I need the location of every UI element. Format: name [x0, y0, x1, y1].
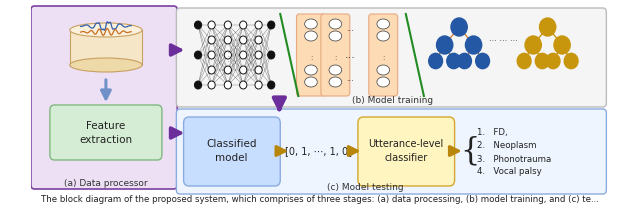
Text: (c) Model testing: (c) Model testing: [327, 184, 403, 192]
Text: [0, 1, ⋯, 1, 0]: [0, 1, ⋯, 1, 0]: [285, 146, 352, 156]
Text: ...: ...: [346, 74, 354, 82]
Circle shape: [195, 81, 202, 89]
Circle shape: [239, 66, 247, 74]
Text: Feature
extraction: Feature extraction: [79, 121, 132, 145]
Circle shape: [208, 36, 215, 44]
Ellipse shape: [329, 77, 342, 87]
Circle shape: [255, 36, 262, 44]
FancyBboxPatch shape: [184, 117, 280, 186]
Circle shape: [268, 81, 275, 89]
Ellipse shape: [377, 19, 390, 29]
FancyBboxPatch shape: [296, 14, 325, 96]
Ellipse shape: [70, 58, 142, 72]
Circle shape: [208, 21, 215, 29]
Circle shape: [447, 53, 461, 69]
Ellipse shape: [329, 31, 342, 41]
Circle shape: [546, 53, 560, 69]
Text: :: :: [310, 55, 312, 61]
Circle shape: [208, 51, 215, 59]
Circle shape: [436, 36, 452, 54]
Circle shape: [224, 36, 232, 44]
Circle shape: [224, 51, 232, 59]
Circle shape: [255, 21, 262, 29]
Circle shape: [540, 18, 556, 36]
Circle shape: [525, 36, 541, 54]
Circle shape: [268, 21, 275, 29]
Circle shape: [239, 21, 247, 29]
Circle shape: [465, 36, 482, 54]
Circle shape: [268, 51, 275, 59]
Ellipse shape: [329, 19, 342, 29]
Circle shape: [554, 36, 570, 54]
FancyBboxPatch shape: [177, 109, 606, 194]
Circle shape: [195, 21, 202, 29]
Circle shape: [535, 53, 549, 69]
Circle shape: [458, 53, 472, 69]
Circle shape: [564, 53, 578, 69]
Text: 3.   Phonotrauma: 3. Phonotrauma: [477, 154, 552, 164]
Circle shape: [255, 81, 262, 89]
Ellipse shape: [329, 65, 342, 75]
FancyBboxPatch shape: [177, 8, 606, 107]
Text: Classified
model: Classified model: [206, 139, 257, 163]
Text: The block diagram of the proposed system, which comprises of three stages: (a) d: The block diagram of the proposed system…: [41, 195, 599, 205]
Circle shape: [451, 18, 467, 36]
Circle shape: [255, 66, 262, 74]
Text: Utterance-level
classifier: Utterance-level classifier: [368, 139, 444, 163]
Text: ... ... ...: ... ... ...: [489, 34, 518, 42]
Text: ...: ...: [344, 50, 355, 60]
Text: :: :: [334, 55, 337, 61]
Ellipse shape: [70, 23, 142, 37]
Circle shape: [224, 81, 232, 89]
Text: {: {: [460, 136, 479, 166]
Circle shape: [255, 51, 262, 59]
Text: ·
·
·: · · ·: [227, 50, 228, 64]
Ellipse shape: [305, 19, 317, 29]
Circle shape: [224, 21, 232, 29]
FancyBboxPatch shape: [50, 105, 162, 160]
Ellipse shape: [377, 65, 390, 75]
FancyBboxPatch shape: [31, 6, 177, 189]
Circle shape: [239, 36, 247, 44]
Text: ...: ...: [346, 23, 354, 33]
FancyBboxPatch shape: [358, 117, 454, 186]
Circle shape: [208, 81, 215, 89]
FancyBboxPatch shape: [369, 14, 397, 96]
Ellipse shape: [305, 31, 317, 41]
Ellipse shape: [377, 31, 390, 41]
Text: (a) Data processor: (a) Data processor: [64, 179, 148, 187]
Circle shape: [195, 51, 202, 59]
Text: 2.   Neoplasm: 2. Neoplasm: [477, 142, 537, 151]
Text: (b) Model training: (b) Model training: [352, 96, 433, 104]
Circle shape: [239, 81, 247, 89]
Circle shape: [208, 66, 215, 74]
FancyBboxPatch shape: [321, 14, 350, 96]
Ellipse shape: [305, 65, 317, 75]
Circle shape: [517, 53, 531, 69]
Circle shape: [476, 53, 490, 69]
Text: :: :: [382, 55, 385, 61]
Text: 4.   Vocal palsy: 4. Vocal palsy: [477, 167, 542, 177]
Circle shape: [239, 51, 247, 59]
Circle shape: [224, 66, 232, 74]
Ellipse shape: [377, 77, 390, 87]
Ellipse shape: [305, 77, 317, 87]
Text: 1.   FD,: 1. FD,: [477, 129, 508, 137]
Bar: [70, 30, 142, 65]
Circle shape: [429, 53, 442, 69]
